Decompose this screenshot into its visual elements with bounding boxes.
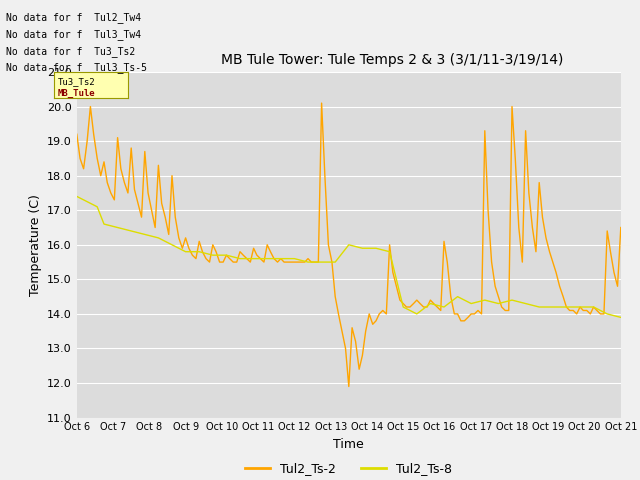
Text: No data for f  Tu3_Ts2: No data for f Tu3_Ts2 [6,46,136,57]
Title: MB Tule Tower: Tule Temps 2 & 3 (3/1/11-3/19/14): MB Tule Tower: Tule Temps 2 & 3 (3/1/11-… [221,53,563,67]
Text: No data for f  Tul3_Tw4: No data for f Tul3_Tw4 [6,29,141,40]
Y-axis label: Temperature (C): Temperature (C) [29,194,42,296]
Text: No data for f  Tul3_Ts-5: No data for f Tul3_Ts-5 [6,62,147,73]
Text: No data for f  Tul2_Tw4: No data for f Tul2_Tw4 [6,12,141,23]
Legend: Tul2_Ts-2, Tul2_Ts-8: Tul2_Ts-2, Tul2_Ts-8 [241,457,457,480]
X-axis label: Time: Time [333,438,364,451]
Text: MB_Tule: MB_Tule [58,89,96,97]
Text: Tu3_Ts2: Tu3_Ts2 [58,77,96,86]
